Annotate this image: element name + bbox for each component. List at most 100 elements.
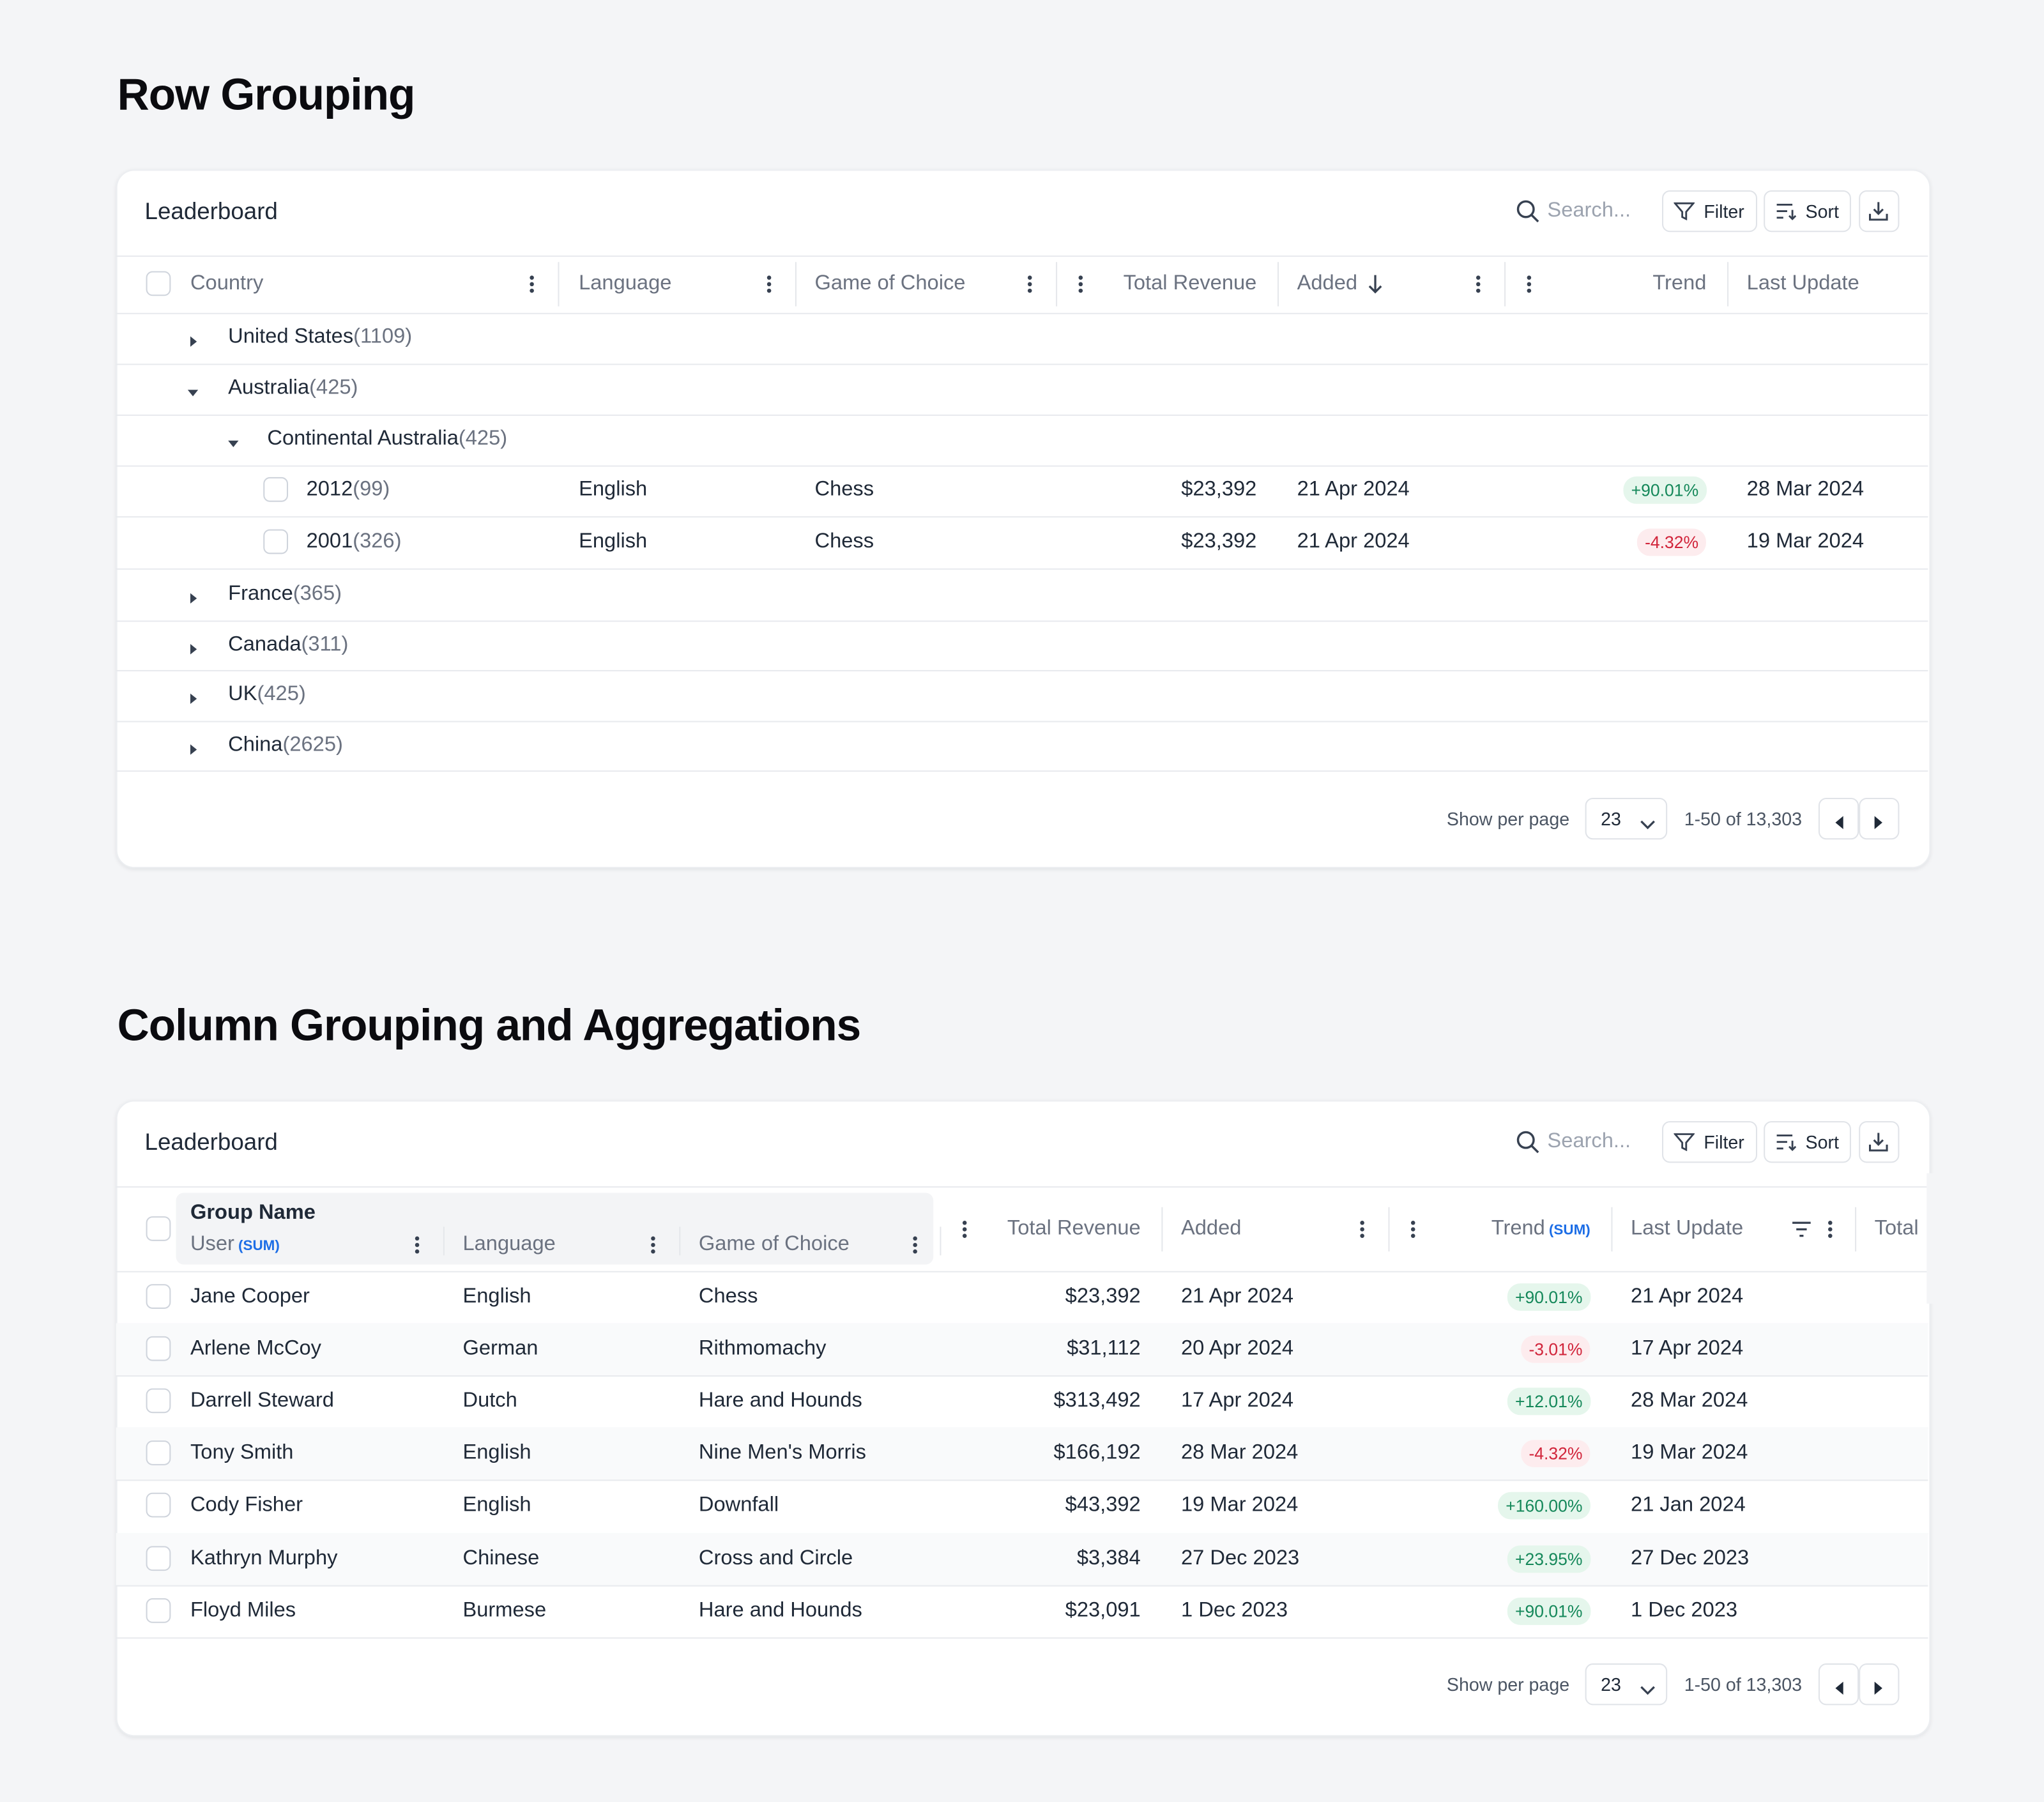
column-menu[interactable] bbox=[1474, 274, 1482, 295]
prev-page[interactable] bbox=[1818, 797, 1859, 840]
column-header[interactable]: Added bbox=[1297, 273, 1357, 295]
cell: $166,192 bbox=[1053, 1442, 1141, 1464]
checkbox[interactable] bbox=[146, 271, 171, 296]
expand-toggle[interactable] bbox=[187, 331, 199, 347]
trend-badge: -3.01% bbox=[1521, 1335, 1590, 1363]
filter-label[interactable]: Filter bbox=[1704, 201, 1744, 222]
row-label: Canada bbox=[228, 633, 301, 656]
checkbox[interactable] bbox=[146, 1388, 171, 1414]
column-header[interactable]: User (SUM) bbox=[190, 1234, 280, 1256]
expand-toggle[interactable] bbox=[187, 689, 199, 705]
column-header[interactable]: Last Update bbox=[1631, 1218, 1743, 1240]
column-separator bbox=[1855, 1207, 1857, 1252]
expand-toggle[interactable] bbox=[187, 639, 199, 655]
column-group bbox=[176, 1193, 934, 1265]
sort-label[interactable]: Sort bbox=[1805, 201, 1839, 222]
sort-icon bbox=[1776, 202, 1797, 220]
column-header[interactable]: Trend (SUM) bbox=[1491, 1218, 1590, 1240]
chevron bbox=[1640, 1679, 1655, 1695]
checkbox[interactable] bbox=[146, 1598, 171, 1623]
cell: $23,091 bbox=[1065, 1600, 1141, 1622]
row-divider bbox=[116, 1637, 1928, 1639]
column-header[interactable]: Language bbox=[579, 273, 671, 295]
filter-icon bbox=[1673, 202, 1696, 221]
next-page[interactable] bbox=[1859, 1663, 1900, 1706]
column-header[interactable]: Language bbox=[462, 1234, 555, 1256]
row-stripe bbox=[116, 1532, 1928, 1585]
column-menu[interactable] bbox=[1359, 1219, 1366, 1240]
row-stripe bbox=[116, 1427, 1928, 1480]
per-page-value[interactable]: 23 bbox=[1601, 808, 1621, 829]
column-header[interactable]: Country bbox=[190, 273, 263, 295]
column-menu[interactable] bbox=[1525, 274, 1533, 295]
divider bbox=[116, 1271, 1928, 1272]
divider bbox=[116, 1186, 1928, 1188]
prev-page[interactable] bbox=[1818, 1663, 1859, 1706]
column-separator bbox=[1161, 1207, 1163, 1252]
row-count: (326) bbox=[353, 530, 402, 553]
per-page-select[interactable] bbox=[1585, 1663, 1668, 1706]
checkbox[interactable] bbox=[146, 1336, 171, 1361]
column-menu[interactable] bbox=[649, 1235, 657, 1256]
column-header[interactable]: Total Revenue bbox=[1124, 273, 1257, 295]
checkbox[interactable] bbox=[146, 1284, 171, 1309]
per-page-label: Show per page bbox=[1446, 808, 1570, 829]
sort-icon bbox=[1776, 1133, 1797, 1152]
cell: $23,392 bbox=[1181, 530, 1257, 553]
column-header[interactable]: Total bbox=[1875, 1218, 1919, 1240]
group-label: France(365) bbox=[228, 583, 342, 605]
sort-label[interactable]: Sort bbox=[1805, 1131, 1839, 1153]
checkbox[interactable] bbox=[146, 1216, 171, 1241]
search-input[interactable]: Search... bbox=[1547, 199, 1631, 222]
column-menu[interactable] bbox=[1026, 274, 1033, 295]
column-header[interactable]: Game of Choice bbox=[815, 273, 966, 295]
cell: 17 Apr 2024 bbox=[1180, 1389, 1294, 1412]
row-label: United States bbox=[228, 326, 354, 348]
cell: Jane Cooper bbox=[190, 1285, 310, 1308]
expand-toggle[interactable] bbox=[227, 433, 240, 447]
filter-label[interactable]: Filter bbox=[1704, 1131, 1744, 1153]
column-header[interactable]: Game of Choice bbox=[699, 1234, 850, 1256]
trend-badge: +23.95% bbox=[1507, 1545, 1590, 1573]
column-header[interactable]: Added bbox=[1181, 1218, 1241, 1240]
expand-toggle[interactable] bbox=[187, 588, 199, 604]
column-separator bbox=[443, 1226, 445, 1256]
filter-icon[interactable] bbox=[1791, 1220, 1812, 1239]
column-menu[interactable] bbox=[961, 1219, 968, 1240]
column-menu[interactable] bbox=[765, 274, 773, 295]
trend-badge: -4.32% bbox=[1521, 1440, 1590, 1467]
column-menu[interactable] bbox=[413, 1235, 421, 1256]
checkbox[interactable] bbox=[146, 1546, 171, 1571]
checkbox[interactable] bbox=[263, 477, 289, 502]
row-count: (99) bbox=[353, 478, 390, 501]
checkbox[interactable] bbox=[146, 1492, 171, 1518]
column-menu[interactable] bbox=[1826, 1219, 1834, 1240]
group-label: United States(1109) bbox=[228, 326, 412, 348]
group-header: Group Name bbox=[190, 1202, 316, 1225]
column-header[interactable]: Trend bbox=[1652, 273, 1706, 295]
cell: Kathryn Murphy bbox=[190, 1547, 338, 1570]
per-page-value[interactable]: 23 bbox=[1601, 1674, 1621, 1695]
column-menu[interactable] bbox=[528, 274, 536, 295]
column-header[interactable]: Last Update bbox=[1746, 272, 1859, 295]
cell: 21 Apr 2024 bbox=[1297, 478, 1410, 501]
expand-toggle[interactable] bbox=[187, 382, 199, 397]
column-menu[interactable] bbox=[1077, 274, 1085, 295]
filter-button[interactable] bbox=[1662, 1121, 1757, 1163]
trend-badge: +160.00% bbox=[1498, 1492, 1590, 1520]
expand-toggle[interactable] bbox=[187, 739, 199, 755]
checkbox[interactable] bbox=[263, 529, 289, 554]
search-input[interactable]: Search... bbox=[1547, 1130, 1631, 1153]
column-menu[interactable] bbox=[1409, 1219, 1417, 1240]
column-header[interactable]: Total Revenue bbox=[1007, 1218, 1141, 1240]
next-page[interactable] bbox=[1859, 797, 1900, 840]
per-page-select[interactable] bbox=[1585, 797, 1668, 840]
row-divider bbox=[116, 464, 1928, 466]
filter-button[interactable] bbox=[1662, 190, 1757, 233]
checkbox[interactable] bbox=[146, 1440, 171, 1465]
column-label: Last Update bbox=[1746, 272, 1859, 295]
cell: Arlene McCoy bbox=[190, 1337, 322, 1360]
cell: Hare and Hounds bbox=[698, 1600, 862, 1622]
column-menu[interactable] bbox=[911, 1235, 919, 1256]
